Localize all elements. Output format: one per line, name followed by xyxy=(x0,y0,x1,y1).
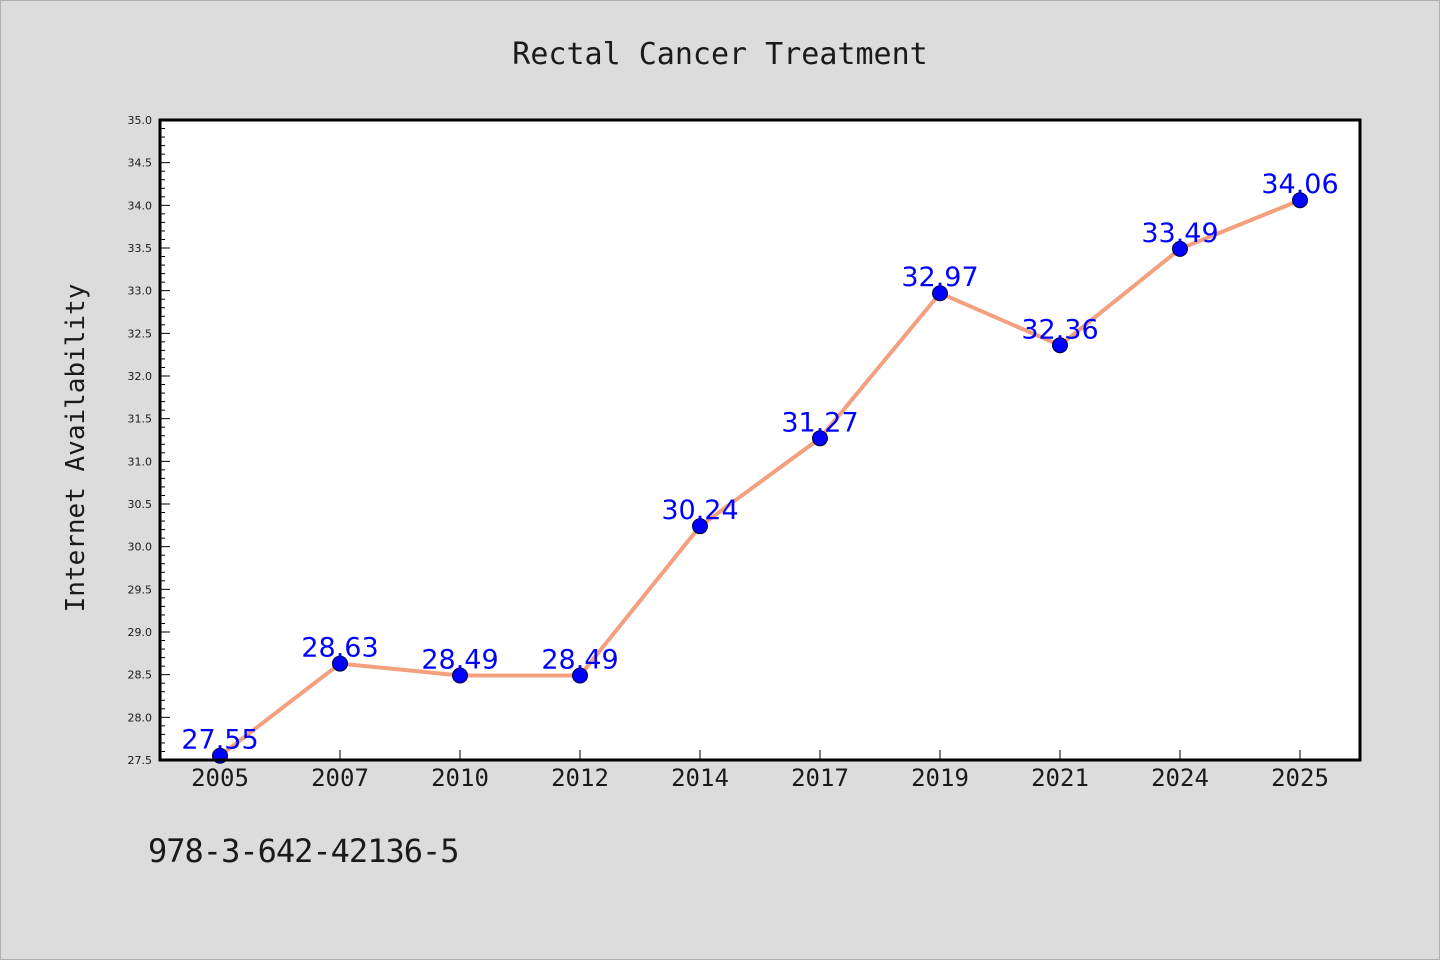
data-point xyxy=(452,667,468,684)
y-axis-label: Internet Availability xyxy=(61,284,91,613)
x-tick-labels: 2005 2007 2010 2012 2014 2017 2019 2021 2024 2025 xyxy=(191,764,1329,792)
data-point xyxy=(1292,192,1308,209)
chart-title: Rectal Cancer Treatment xyxy=(512,37,927,72)
x-tick-label: 2005 xyxy=(191,764,249,792)
y-tick-label: 30.0 xyxy=(128,541,153,554)
y-tick-label: 29.5 xyxy=(128,583,153,596)
data-label: 33.49 xyxy=(1141,218,1218,249)
data-markers xyxy=(212,192,1308,764)
y-tick-label: 28.5 xyxy=(128,669,153,682)
data-labels: 27.55 28.63 28.49 28.49 30.24 31.27 32.97 32.36… xyxy=(181,169,1338,756)
data-point xyxy=(1172,240,1188,257)
data-label: 32.36 xyxy=(1021,314,1098,345)
data-point xyxy=(1052,337,1068,354)
data-point xyxy=(692,518,708,535)
y-tick-label: 35.0 xyxy=(128,114,153,127)
data-label: 27.55 xyxy=(181,725,258,756)
x-tick-label: 2014 xyxy=(671,764,729,792)
plot-frame xyxy=(158,118,1362,762)
y-tick-label: 34.0 xyxy=(128,199,153,212)
x-tick-label: 2012 xyxy=(551,764,609,792)
x-tick-label: 2025 xyxy=(1271,764,1329,792)
footnote-isbn: 978-3-642-42136-5 xyxy=(148,832,460,870)
x-tick-label: 2024 xyxy=(1151,764,1209,792)
data-point xyxy=(812,430,828,447)
data-point xyxy=(332,655,348,672)
data-label: 31.27 xyxy=(781,407,858,438)
y-tick-label: 33.0 xyxy=(128,285,153,298)
y-tick-label: 31.5 xyxy=(128,413,153,426)
y-tick-label: 31.0 xyxy=(128,455,153,468)
data-point xyxy=(932,285,948,302)
data-point xyxy=(572,667,588,684)
data-label: 28.49 xyxy=(421,645,498,676)
y-tick-label: 27.5 xyxy=(128,754,153,767)
x-tick-label: 2010 xyxy=(431,764,489,792)
series-line xyxy=(218,198,1301,758)
y-tick-label: 32.5 xyxy=(128,327,153,340)
y-tick-label: 32.0 xyxy=(128,370,153,383)
y-tick-label: 28.0 xyxy=(128,711,153,724)
data-label: 34.06 xyxy=(1261,169,1338,200)
x-tick-label: 2017 xyxy=(791,764,849,792)
y-tick-label: 34.5 xyxy=(128,157,153,170)
data-label: 28.63 xyxy=(301,633,378,664)
x-tick-label: 2021 xyxy=(1031,764,1089,792)
y-tick-label: 29.0 xyxy=(128,626,153,639)
data-label: 32.97 xyxy=(901,262,978,293)
y-tick-label: 30.5 xyxy=(128,498,153,511)
data-label: 30.24 xyxy=(661,495,738,526)
data-label: 28.49 xyxy=(541,645,618,676)
x-tick-label: 2007 xyxy=(311,764,369,792)
y-tick-label: 33.5 xyxy=(128,242,153,255)
y-tick-labels: 27.5 28.0 28.5 29.0 29.5 30.0 30.5 31.0 31.5 32.0… xyxy=(128,114,153,767)
plot-area xyxy=(160,120,1360,760)
x-tick-label: 2019 xyxy=(911,764,969,792)
